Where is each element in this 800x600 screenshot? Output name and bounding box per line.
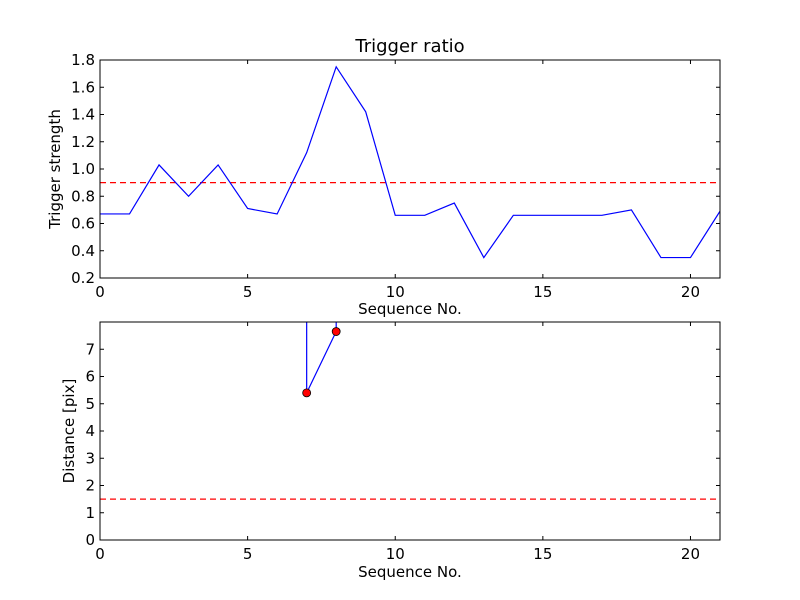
y-tick-label: 0 (85, 531, 95, 549)
x-tick-label: 20 (681, 283, 700, 301)
y-tick-label: 0.2 (71, 269, 95, 287)
x-tick-label: 15 (533, 283, 552, 301)
x-tick-label: 5 (243, 283, 253, 301)
y-tick-label: 5 (85, 395, 95, 413)
x-axis-label: Sequence No. (358, 563, 462, 581)
y-axis-label: Trigger strength (46, 109, 64, 230)
y-axis-label: Distance [pix] (60, 379, 78, 484)
y-tick-label: 1.2 (71, 133, 95, 151)
plot-area (100, 322, 720, 500)
y-tick-label: 0.8 (71, 187, 95, 205)
x-tick-label: 20 (681, 545, 700, 563)
x-tick-label: 5 (243, 545, 253, 563)
data-point (302, 388, 312, 398)
y-tick-label: 2 (85, 477, 95, 495)
y-tick-label: 1.4 (71, 106, 95, 124)
x-tick-label: 0 (95, 283, 105, 301)
y-tick-label: 0.4 (71, 242, 95, 260)
x-tick-label: 15 (533, 545, 552, 563)
y-tick-label: 3 (85, 449, 95, 467)
x-tick-label: 10 (386, 545, 405, 563)
series-line (306, 322, 337, 394)
series-line (100, 65, 720, 259)
y-tick-label: 1.8 (71, 51, 95, 69)
x-tick-label: 10 (386, 283, 405, 301)
y-tick-label: 6 (85, 368, 95, 386)
y-tick-label: 1.0 (71, 160, 95, 178)
y-tick-label: 1.6 (71, 78, 95, 96)
distance-chart: Sequence No. Distance [pix] 0 5 10 15 20 0 1 2 3… (60, 321, 721, 581)
y-tick-label: 1 (85, 504, 95, 522)
data-point (331, 327, 341, 336)
trigger-ratio-chart: Trigger ratio Sequence No. Trigger stren… (46, 36, 721, 318)
y-tick-label: 7 (85, 340, 95, 358)
plot-area (100, 65, 720, 259)
y-tick-label: 0.6 (71, 215, 95, 233)
x-tick-label: 0 (95, 545, 105, 563)
y-tick-label: 4 (85, 422, 95, 440)
chart-title: Trigger ratio (354, 36, 464, 57)
x-axis-label: Sequence No. (358, 300, 462, 318)
